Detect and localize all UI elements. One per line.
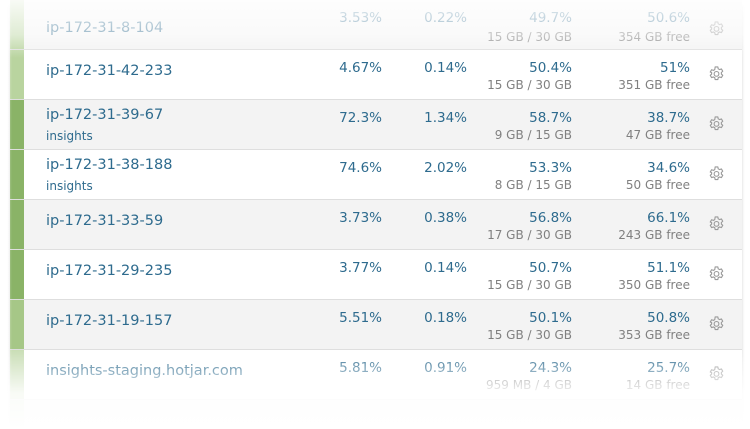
- memory-usage: 53.3%: [529, 160, 572, 176]
- cpu-usage: 3.73%: [339, 210, 382, 226]
- host-name[interactable]: ip-172-31-8-104: [46, 20, 164, 36]
- table-row[interactable]: ip-172-31-29-235 3.77% 0.14% 50.7% 15 GB…: [10, 250, 742, 300]
- disk-detail: 351 GB free: [618, 78, 690, 92]
- host-group: insights: [46, 129, 93, 143]
- load-average: 0.14%: [424, 60, 467, 76]
- disk-usage: 50.6%: [647, 10, 690, 26]
- table-row[interactable]: ip-172-31-39-67 insights 72.3% 1.34% 58.…: [10, 100, 742, 150]
- table-row[interactable]: ip-172-31-38-188 insights 74.6% 2.02% 53…: [10, 150, 742, 200]
- disk-usage: 34.6%: [647, 160, 690, 176]
- host-name[interactable]: ip-172-31-38-188: [46, 157, 173, 173]
- health-bar: [10, 350, 24, 399]
- table-row[interactable]: ip-172-31-33-59 3.73% 0.38% 56.8% 17 GB …: [10, 200, 742, 250]
- table-row[interactable]: ip-172-31-42-233 4.67% 0.14% 50.4% 15 GB…: [10, 50, 742, 100]
- memory-detail: 15 GB / 30 GB: [487, 78, 572, 92]
- load-average: 0.22%: [424, 10, 467, 26]
- memory-detail: 8 GB / 15 GB: [494, 178, 572, 192]
- disk-detail: 47 GB free: [625, 128, 690, 142]
- host-name[interactable]: ip-172-31-19-157: [46, 313, 173, 329]
- disk-detail: 354 GB free: [618, 30, 690, 44]
- load-average: 2.02%: [424, 160, 467, 176]
- disk-detail: 243 GB free: [618, 228, 690, 242]
- disk-detail: 350 GB free: [618, 278, 690, 292]
- memory-usage: 56.8%: [529, 210, 572, 226]
- health-bar: [10, 50, 24, 99]
- health-bar: [10, 100, 24, 149]
- disk-usage: 51.1%: [647, 260, 690, 276]
- disk-detail: 50 GB free: [625, 178, 690, 192]
- load-average: 0.14%: [424, 260, 467, 276]
- memory-usage: 50.7%: [529, 260, 572, 276]
- table-row[interactable]: ip-172-31-8-104 3.53% 0.22% 49.7% 15 GB …: [10, 0, 742, 50]
- memory-detail: 959 MB / 4 GB: [486, 378, 572, 392]
- host-name[interactable]: ip-172-31-39-67: [46, 107, 164, 123]
- health-bar: [10, 150, 24, 199]
- memory-detail: 15 GB / 30 GB: [487, 278, 572, 292]
- memory-usage: 50.4%: [529, 60, 572, 76]
- cpu-usage: 4.67%: [339, 60, 382, 76]
- health-bar: [10, 200, 24, 249]
- hosts-table: ip-172-31-8-104 3.53% 0.22% 49.7% 15 GB …: [10, 0, 742, 429]
- host-name[interactable]: insights-staging.hotjar.com: [46, 363, 243, 379]
- disk-detail: 353 GB free: [618, 328, 690, 342]
- health-bar: [10, 300, 24, 349]
- gear-icon[interactable]: [707, 165, 726, 184]
- health-bar: [10, 250, 24, 299]
- host-group: insights: [46, 179, 93, 193]
- cpu-usage: 74.6%: [339, 160, 382, 176]
- load-average: 1.34%: [424, 110, 467, 126]
- disk-detail: 14 GB free: [625, 378, 690, 392]
- memory-usage: 24.3%: [529, 360, 572, 376]
- gear-icon[interactable]: [707, 265, 726, 284]
- memory-usage: 58.7%: [529, 110, 572, 126]
- load-average: 0.18%: [424, 310, 467, 326]
- table-row[interactable]: insights-staging.hotjar.com 5.81% 0.91% …: [10, 350, 742, 400]
- disk-usage: 38.7%: [647, 110, 690, 126]
- health-bar: [10, 400, 24, 429]
- gear-icon[interactable]: [707, 215, 726, 234]
- health-bar: [10, 0, 24, 49]
- memory-detail: 17 GB / 30 GB: [487, 228, 572, 242]
- cpu-usage: 72.3%: [339, 110, 382, 126]
- disk-usage: 50.8%: [647, 310, 690, 326]
- host-name[interactable]: ip-172-31-29-235: [46, 263, 173, 279]
- table-row[interactable]: ip-172-31-19-157 5.51% 0.18% 50.1% 15 GB…: [10, 300, 742, 350]
- host-name[interactable]: ip-172-31-33-59: [46, 213, 164, 229]
- memory-detail: 15 GB / 30 GB: [487, 30, 572, 44]
- gear-icon[interactable]: [707, 65, 726, 84]
- cpu-usage: 3.53%: [339, 10, 382, 26]
- table-row[interactable]: [10, 400, 742, 429]
- disk-usage: 51%: [659, 60, 690, 76]
- memory-usage: 50.1%: [529, 310, 572, 326]
- memory-detail: 9 GB / 15 GB: [494, 128, 572, 142]
- gear-icon[interactable]: [707, 365, 726, 384]
- cpu-usage: 3.77%: [339, 260, 382, 276]
- gear-icon[interactable]: [707, 115, 726, 134]
- cpu-usage: 5.51%: [339, 310, 382, 326]
- disk-usage: 25.7%: [647, 360, 690, 376]
- host-name[interactable]: ip-172-31-42-233: [46, 63, 173, 79]
- disk-usage: 66.1%: [647, 210, 690, 226]
- gear-icon[interactable]: [707, 315, 726, 334]
- load-average: 0.38%: [424, 210, 467, 226]
- load-average: 0.91%: [424, 360, 467, 376]
- cpu-usage: 5.81%: [339, 360, 382, 376]
- memory-usage: 49.7%: [529, 10, 572, 26]
- memory-detail: 15 GB / 30 GB: [487, 328, 572, 342]
- gear-icon[interactable]: [707, 20, 726, 39]
